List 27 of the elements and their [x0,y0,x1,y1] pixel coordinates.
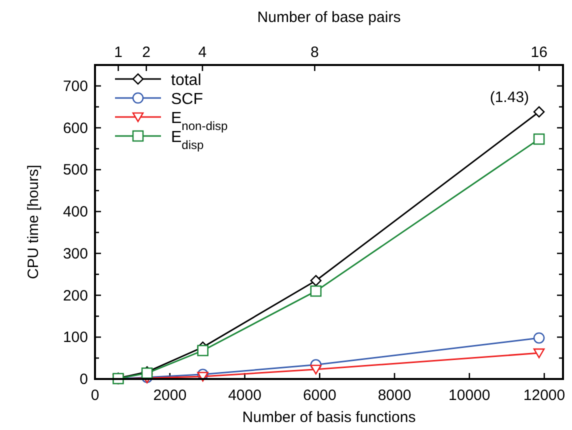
annotation: (1.43) [490,88,530,106]
x2-axis-title: Number of base pairs [257,9,401,26]
y-tick-label: 0 [80,371,88,388]
y-tick-label: 500 [62,162,88,179]
x-tick-label: 10000 [448,387,490,404]
y-tick-label: 400 [62,204,88,221]
legend-label: total [171,72,202,89]
x2-tick-label: 16 [530,44,548,61]
x-axis-title: Number of basis functions [242,409,416,426]
y-tick-label: 300 [62,245,88,262]
legend-label: SCF [171,91,204,108]
x-tick-label: 6000 [302,387,336,404]
x2-tick-label: 4 [198,44,207,61]
x-tick-label: 4000 [228,387,262,404]
x-tick-label: 0 [90,387,100,404]
legend-label: E$_{disp}$ [171,129,204,152]
y-tick-label: 100 [62,329,88,346]
x-tick-label: 12000 [523,387,566,404]
x-tick-label: 8000 [378,387,412,404]
y-axis-title: CPU time [hours] [25,164,42,280]
x2-tick-label: 8 [310,44,319,61]
y-tick-label: 700 [62,78,88,95]
y-tick-label: 200 [62,287,88,304]
x2-tick-label: 1 [114,44,122,61]
x-tick-label: 2000 [153,387,187,404]
x2-tick-label: 2 [142,44,151,61]
y-tick-label: 600 [62,120,88,137]
